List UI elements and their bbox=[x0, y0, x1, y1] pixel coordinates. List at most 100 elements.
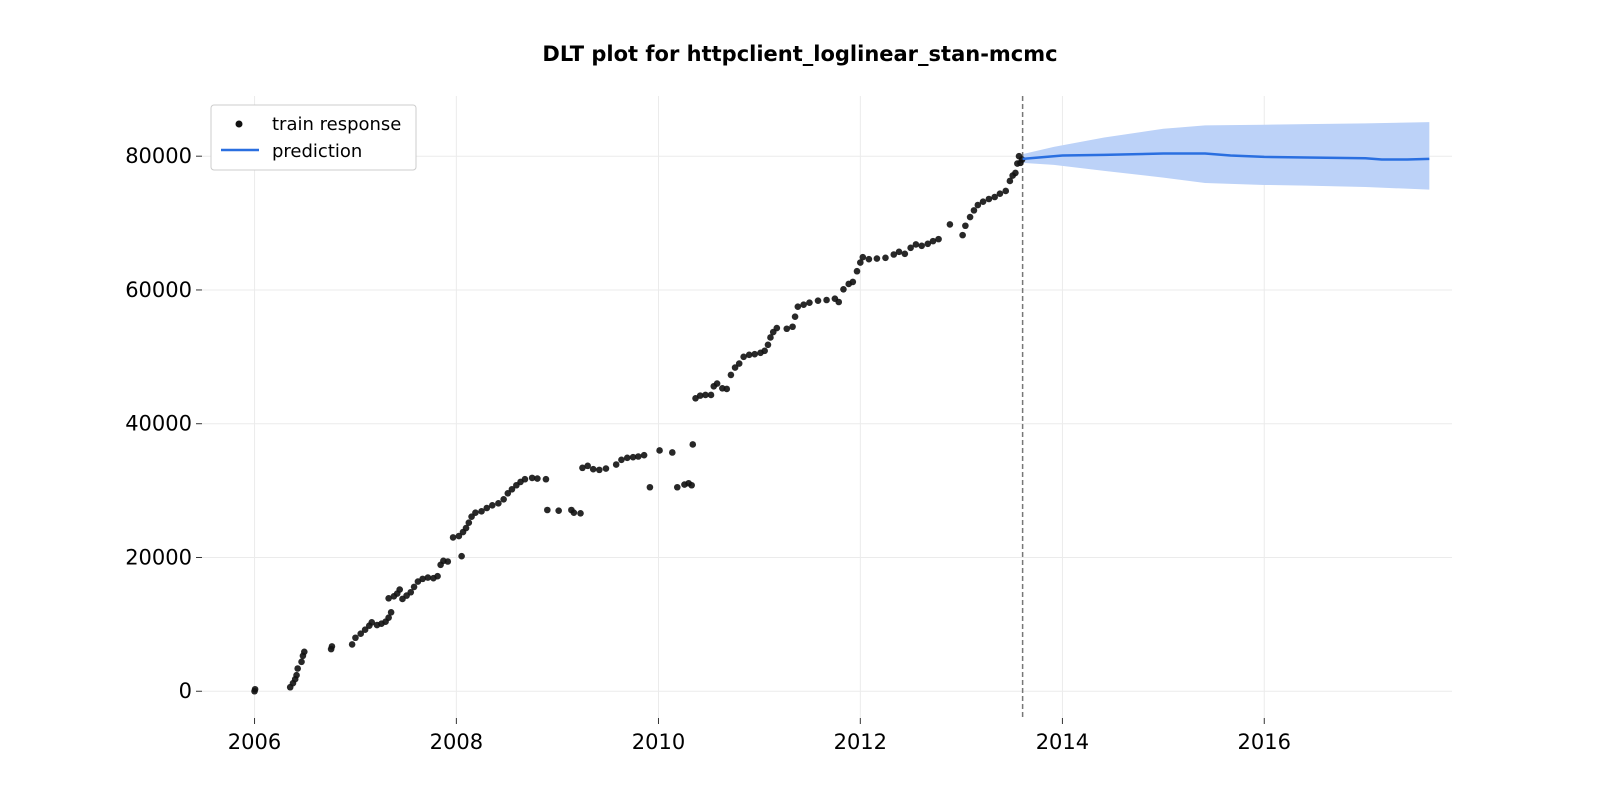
train-response-point bbox=[361, 626, 369, 634]
train-response-point bbox=[478, 508, 485, 515]
train-response-point bbox=[251, 685, 259, 693]
train-response-point bbox=[767, 334, 774, 341]
train-response-point bbox=[853, 267, 861, 275]
train-response-point bbox=[301, 648, 308, 656]
y-tick-label: 40000 bbox=[125, 412, 192, 436]
train-response-point bbox=[924, 240, 932, 248]
train-response-point bbox=[946, 221, 954, 228]
train-response-point bbox=[791, 313, 799, 321]
train-response-point bbox=[751, 350, 758, 358]
train-response-point bbox=[857, 259, 864, 266]
train-response-point bbox=[865, 255, 873, 263]
train-response-point bbox=[991, 193, 998, 201]
train-response-point bbox=[534, 475, 541, 482]
grid-layer bbox=[202, 96, 1452, 718]
train-response-point bbox=[962, 222, 969, 230]
train-response-point bbox=[823, 296, 830, 304]
train-response-point bbox=[579, 464, 586, 472]
train-response-point bbox=[385, 594, 392, 602]
train-response-point bbox=[348, 641, 356, 648]
train-response-point bbox=[570, 509, 578, 516]
train-response-point bbox=[640, 451, 648, 459]
train-response-point bbox=[612, 461, 620, 468]
y-tick-label: 0 bbox=[179, 679, 192, 703]
train-response-point bbox=[495, 500, 502, 507]
y-tick-label: 20000 bbox=[125, 545, 192, 569]
train-response-point bbox=[985, 195, 993, 203]
train-response-point bbox=[472, 509, 479, 516]
train-response-point bbox=[458, 552, 465, 560]
train-response-point bbox=[577, 510, 584, 517]
train-response-point bbox=[623, 454, 631, 462]
train-response-point bbox=[764, 341, 772, 349]
legend-box bbox=[210, 104, 417, 171]
legend-label-train-response: train response bbox=[272, 114, 401, 135]
train-response-point bbox=[483, 504, 491, 512]
x-tick-label: 2006 bbox=[228, 730, 281, 754]
train-response-point bbox=[387, 609, 395, 616]
train-response-point bbox=[669, 449, 676, 456]
train-response-point bbox=[966, 213, 974, 221]
train-response-point bbox=[800, 301, 807, 308]
train-response-point bbox=[895, 248, 903, 256]
y-axis: 0 20000 40000 60000 80000 bbox=[125, 144, 202, 703]
train-response-point bbox=[584, 462, 592, 470]
train-response-point bbox=[424, 574, 432, 581]
y-tick-label: 60000 bbox=[125, 278, 192, 302]
legend-marker-train-response bbox=[235, 120, 243, 128]
train-response-point bbox=[970, 207, 978, 214]
train-response-point bbox=[907, 244, 914, 252]
train-response-point bbox=[840, 285, 847, 293]
legend: train response prediction bbox=[210, 104, 417, 171]
x-tick-label: 2014 bbox=[1036, 730, 1089, 754]
train-response-point bbox=[528, 474, 536, 482]
train-response-point bbox=[500, 495, 507, 503]
train-response-point bbox=[859, 253, 867, 261]
train-response-point bbox=[773, 324, 781, 332]
train-response-point bbox=[688, 481, 695, 489]
train-response-point bbox=[294, 665, 301, 672]
train-response-point bbox=[696, 392, 704, 399]
train-response-point bbox=[806, 299, 813, 306]
train-response-point bbox=[996, 190, 1004, 197]
train-response-point bbox=[385, 614, 392, 621]
train-response-point bbox=[357, 630, 365, 638]
train-response-point bbox=[849, 278, 857, 286]
train-response-point bbox=[912, 241, 920, 248]
train-response-point bbox=[673, 483, 681, 491]
train-response-point bbox=[455, 532, 463, 540]
train-response-point bbox=[465, 519, 473, 527]
chart-title: DLT plot for httpclient_loglinear_stan-m… bbox=[542, 42, 1057, 66]
x-tick-label: 2012 bbox=[834, 730, 887, 754]
train-response-point bbox=[761, 347, 768, 355]
train-response-point bbox=[882, 254, 889, 262]
train-response-point bbox=[489, 502, 496, 509]
x-tick-label: 2010 bbox=[632, 730, 685, 754]
x-tick-label: 2016 bbox=[1238, 730, 1291, 754]
train-response-point bbox=[929, 237, 937, 245]
train-response-point bbox=[407, 588, 415, 596]
train-response-point bbox=[1002, 187, 1010, 195]
train-response-point bbox=[723, 385, 731, 393]
train-response-point bbox=[731, 364, 739, 371]
train-response-point bbox=[646, 483, 654, 491]
train-response-point bbox=[618, 456, 625, 464]
train-response-point bbox=[504, 489, 512, 497]
train-response-point bbox=[689, 441, 697, 448]
train-response-point bbox=[521, 475, 529, 483]
train-response-point bbox=[789, 323, 796, 331]
train-response-point bbox=[298, 658, 305, 666]
train-response-point bbox=[735, 360, 743, 367]
prediction-line-layer bbox=[1022, 152, 1430, 161]
train-response-point bbox=[959, 231, 966, 239]
train-response-point bbox=[1012, 169, 1019, 177]
train-response-point bbox=[740, 353, 747, 361]
train-response-point bbox=[656, 447, 663, 454]
train-response-point bbox=[589, 465, 597, 473]
legend-label-prediction: prediction bbox=[272, 141, 362, 162]
prediction-line bbox=[1022, 152, 1430, 161]
train-response-point bbox=[602, 465, 610, 472]
train-response-point bbox=[745, 351, 753, 359]
train-response-point bbox=[462, 524, 470, 532]
